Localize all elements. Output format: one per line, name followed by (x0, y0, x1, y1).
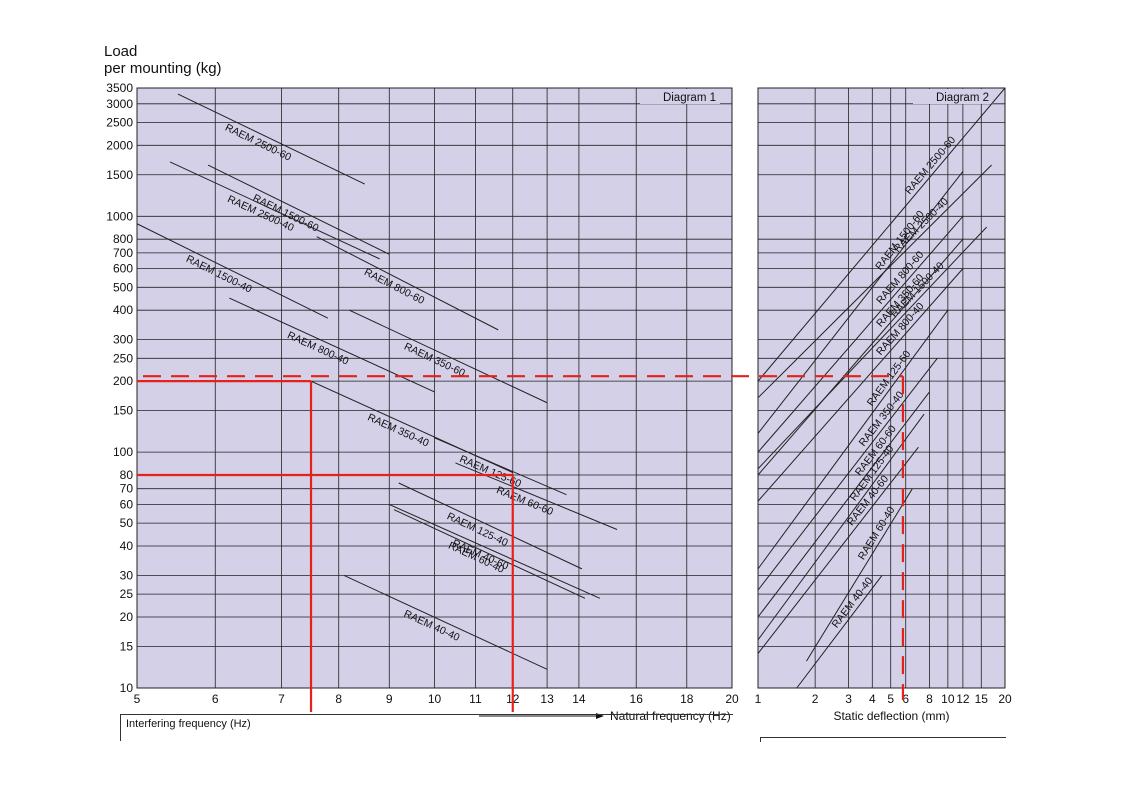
y-axis-title-line2: per mounting (kg) (104, 60, 222, 77)
y-tick-label: 60 (120, 497, 134, 511)
diagram-2-x-tick-label: 20 (998, 692, 1012, 706)
y-tick-label: 70 (120, 482, 134, 496)
y-tick-label: 25 (120, 587, 134, 601)
diagram-2-series-line (757, 268, 964, 502)
y-tick-label: 3000 (106, 97, 133, 111)
y-tick-label: 150 (113, 404, 133, 418)
diagram-1-x-tick-label: 10 (428, 692, 442, 706)
diagram-2-x-tick-label: 2 (812, 692, 819, 706)
diagram-2-series-line (757, 446, 919, 654)
diagram-2-series-line (796, 575, 883, 689)
y-tick-label: 700 (113, 246, 133, 260)
y-tick-label: 2000 (106, 138, 133, 152)
diagram-2-series-line (757, 164, 992, 399)
interfering-frequency-box: Interfering frequency (Hz) (120, 714, 733, 741)
diagram-1-x-axis-title: Natural frequency (Hz) (610, 709, 731, 723)
diagram-1-series-line (393, 509, 586, 599)
diagram-2-x-tick-label: 15 (975, 692, 989, 706)
diagram-2-x-tick-label: 6 (902, 692, 909, 706)
diagram-1-x-tick-label: 5 (134, 692, 141, 706)
y-tick-label: 10 (120, 681, 134, 695)
diagram-1-series-line (316, 236, 499, 331)
y-tick-label: 100 (113, 445, 133, 459)
y-tick-label: 15 (120, 639, 134, 653)
y-tick-label: 3500 (106, 81, 133, 95)
diagram-1-x-tick-label: 16 (630, 692, 644, 706)
y-tick-label: 80 (120, 468, 134, 482)
diagram-1-x-tick-label: 9 (386, 692, 393, 706)
y-tick-label: 200 (113, 374, 133, 388)
y-tick-label: 400 (113, 303, 133, 317)
diagram-1-series-line (349, 309, 548, 404)
y-tick-label: 1000 (106, 209, 133, 223)
diagram-1-x-tick-label: 20 (725, 692, 739, 706)
y-tick-label: 500 (113, 280, 133, 294)
diagram-2-x-tick-label: 1 (755, 692, 762, 706)
diagram-1-x-tick-label: 18 (680, 692, 694, 706)
diagram-2-series-line (757, 238, 964, 476)
diagram-1-x-tick-label: 14 (572, 692, 586, 706)
diagram-1-series-line (398, 482, 583, 570)
diagram-2-x-tick-label: 8 (926, 692, 933, 706)
lower-right-box (760, 737, 1006, 742)
diagram-2-series-line (757, 171, 964, 434)
y-axis-title-line1: Load (104, 43, 138, 60)
diagram-1-x-tick-label: 8 (335, 692, 342, 706)
diagram-2-x-tick-label: 10 (941, 692, 955, 706)
diagram-2-x-tick-label: 5 (887, 692, 894, 706)
diagram-1-x-tick-label: 6 (212, 692, 219, 706)
y-tick-label: 2500 (106, 115, 133, 129)
diagram-1-x-tick-label: 7 (278, 692, 285, 706)
diagram-2-title: Diagram 2 (936, 92, 989, 104)
diagram-1-series-line (207, 164, 390, 255)
diagram-1-x-tick-label: 13 (540, 692, 554, 706)
diagram-2-series-line (757, 215, 964, 453)
diagram-2-series-line (757, 226, 987, 470)
diagram-1-series-line (177, 93, 365, 185)
diagram-2-series-line (806, 488, 913, 662)
diagram-2-title-box (913, 89, 993, 104)
y-tick-label: 600 (113, 262, 133, 276)
y-tick-label: 250 (113, 351, 133, 365)
diagram-2-series-line (757, 87, 1006, 382)
diagram-2-x-tick-label: 3 (845, 692, 852, 706)
diagram-1-x-tick-label: 11 (469, 692, 482, 706)
diagram-2-x-axis-title: Static deflection (mm) (833, 709, 949, 723)
diagram-2-x-tick-label: 12 (956, 692, 970, 706)
diagram-2-x-tick-label: 4 (869, 692, 876, 706)
y-tick-label: 300 (113, 333, 133, 347)
diagram-2-series-line (757, 358, 938, 591)
y-tick-label: 800 (113, 232, 133, 246)
y-tick-label: 20 (120, 610, 134, 624)
diagram-2-series-line (757, 413, 925, 641)
y-tick-label: 1500 (106, 168, 133, 182)
diagram-2-series-line (757, 391, 930, 618)
diagram-1-series-line (169, 161, 380, 260)
diagram-1-series-line (434, 437, 567, 496)
diagram-2-series-line (757, 309, 949, 570)
diagram-1-title: Diagram 1 (663, 92, 716, 104)
diagram-1-series-line (389, 504, 601, 599)
y-tick-label: 40 (120, 539, 134, 553)
diagram-1-title-box (640, 89, 720, 104)
y-tick-label: 50 (120, 516, 134, 530)
y-tick-label: 30 (120, 568, 134, 582)
diagram-1-series-line (136, 223, 329, 319)
interfering-frequency-label: Interfering frequency (Hz) (126, 718, 251, 730)
